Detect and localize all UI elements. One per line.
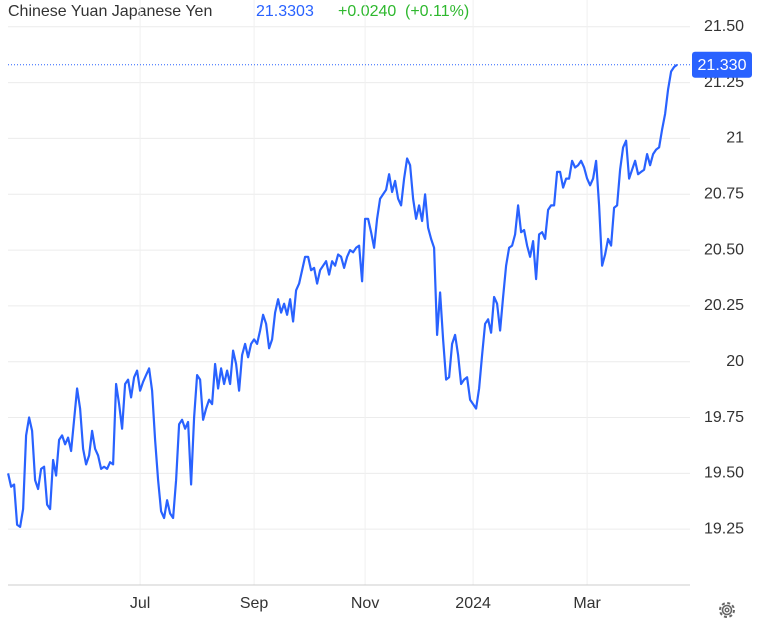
- x-tick-label: Mar: [573, 595, 601, 612]
- price-line: [7, 63, 678, 528]
- y-tick-label: 20.50: [704, 241, 744, 258]
- y-tick-label: 19.25: [704, 520, 744, 537]
- y-tick-label: 19.50: [704, 465, 744, 482]
- x-tick-label: Sep: [240, 595, 269, 612]
- grid: [8, 0, 690, 585]
- y-tick-label: 21.50: [704, 18, 744, 35]
- y-tick-label: 20: [726, 353, 744, 370]
- y-tick-label: 21.25: [704, 74, 744, 91]
- gear-ring: [721, 604, 733, 616]
- x-tick-label: Jul: [130, 595, 150, 612]
- y-tick-label: 21: [726, 130, 744, 147]
- x-tick-label: Nov: [351, 595, 379, 612]
- gear-hub: [724, 607, 730, 613]
- last-price-box: [692, 51, 752, 78]
- settings-icon[interactable]: [719, 602, 735, 618]
- price: 21.3303: [256, 3, 314, 20]
- last-price-label: 21.330: [698, 57, 747, 74]
- chart-title: Chinese Yuan Japanese Yen: [8, 3, 212, 20]
- y-tick-label: 20.75: [704, 185, 744, 202]
- change: +0.0240: [338, 3, 396, 20]
- y-tick-label: 20.25: [704, 297, 744, 314]
- y-tick-label: 19.75: [704, 409, 744, 426]
- x-tick-label: 2024: [455, 595, 491, 612]
- change-pct: (+0.11%): [405, 3, 469, 20]
- gear-teeth: [719, 602, 735, 618]
